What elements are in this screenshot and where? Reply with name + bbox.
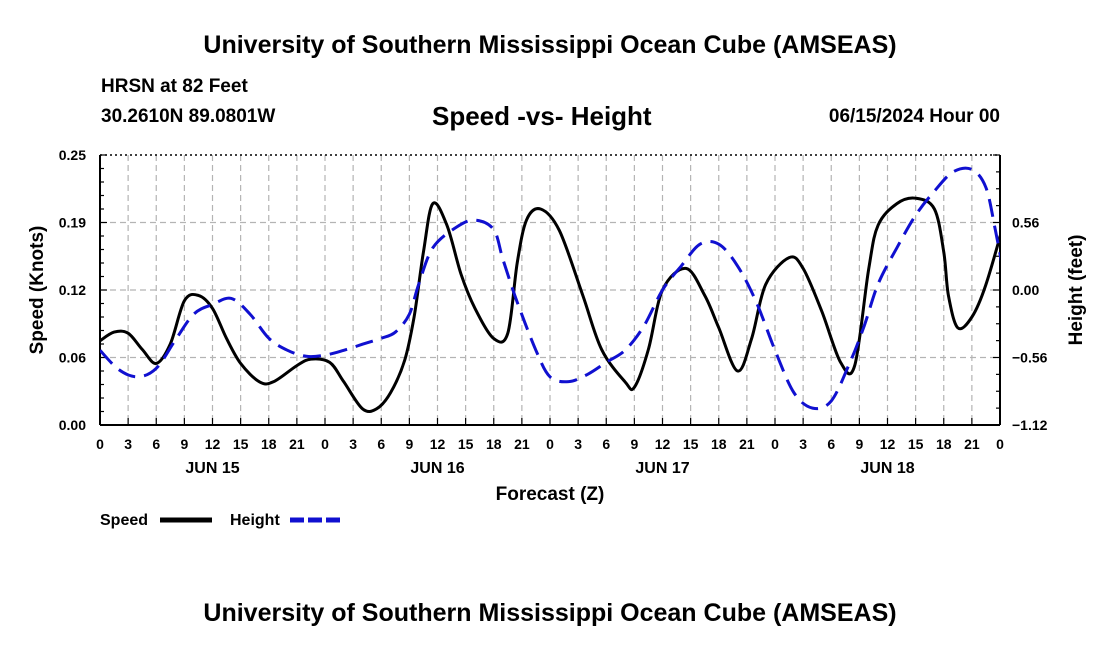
x-tick-label: 6 [827,436,835,452]
left-tick-label: 0.19 [59,215,86,231]
x-tick-label: 6 [377,436,385,452]
chart-title: Speed -vs- Height [432,101,652,131]
day-label: JUN 16 [410,460,464,477]
x-axis-title: Forecast (Z) [496,484,605,505]
x-tick-label: 21 [739,436,755,452]
x-tick-label: 18 [936,436,952,452]
right-tick-label: 0.00 [1012,282,1039,298]
x-tick-label: 0 [321,436,329,452]
forecast-datetime: 06/15/2024 Hour 00 [828,106,1000,127]
series-line-height [100,166,1000,411]
right-tick-label: −0.56 [1012,350,1048,366]
left-tick-label: 0.25 [59,147,86,163]
x-tick-label: 18 [261,436,277,452]
left-tick-label: 0.00 [59,417,86,433]
x-tick-label: 3 [124,436,132,452]
x-tick-label: 21 [289,436,305,452]
x-tick-label: 18 [711,436,727,452]
top-title: University of Southern Mississippi Ocean… [203,31,897,59]
day-label: JUN 18 [860,460,914,477]
x-tick-label: 12 [205,436,221,452]
x-tick-label: 3 [574,436,582,452]
x-tick-label: 9 [405,436,413,452]
x-tick-label: 12 [880,436,896,452]
left-tick-label: 0.06 [59,350,86,366]
x-tick-label: 0 [996,436,1004,452]
x-tick-label: 3 [799,436,807,452]
x-tick-label: 0 [771,436,779,452]
left-tick-label: 0.12 [59,282,86,298]
right-tick-label: 0.56 [1012,215,1039,231]
day-label: JUN 17 [635,460,689,477]
station-coords: 30.2610N 89.0801W [101,106,276,127]
x-tick-label: 0 [96,436,104,452]
x-tick-label: 15 [908,436,924,452]
right-tick-label: −1.12 [1012,417,1048,433]
x-tick-label: 21 [964,436,980,452]
x-tick-label: 15 [458,436,474,452]
day-label: JUN 15 [185,460,239,477]
bottom-title: University of Southern Mississippi Ocean… [203,599,897,627]
x-tick-label: 9 [630,436,638,452]
x-tick-label: 9 [180,436,188,452]
x-tick-label: 0 [546,436,554,452]
x-tick-label: 15 [233,436,249,452]
x-tick-label: 15 [683,436,699,452]
x-tick-label: 18 [486,436,502,452]
x-tick-label: 12 [655,436,671,452]
y-axis-title-left: Speed (Knots) [27,226,48,355]
x-tick-label: 21 [514,436,530,452]
x-tick-label: 3 [349,436,357,452]
station-label: HRSN at 82 Feet [101,76,248,97]
x-tick-label: 6 [602,436,610,452]
x-tick-label: 12 [430,436,446,452]
y-axis-title-right: Height (feet) [1066,235,1087,346]
series-line-speed [100,196,1000,413]
legend-speed-label: Speed [100,512,148,529]
x-tick-label: 9 [855,436,863,452]
legend-height-label: Height [230,512,280,529]
x-tick-label: 6 [152,436,160,452]
